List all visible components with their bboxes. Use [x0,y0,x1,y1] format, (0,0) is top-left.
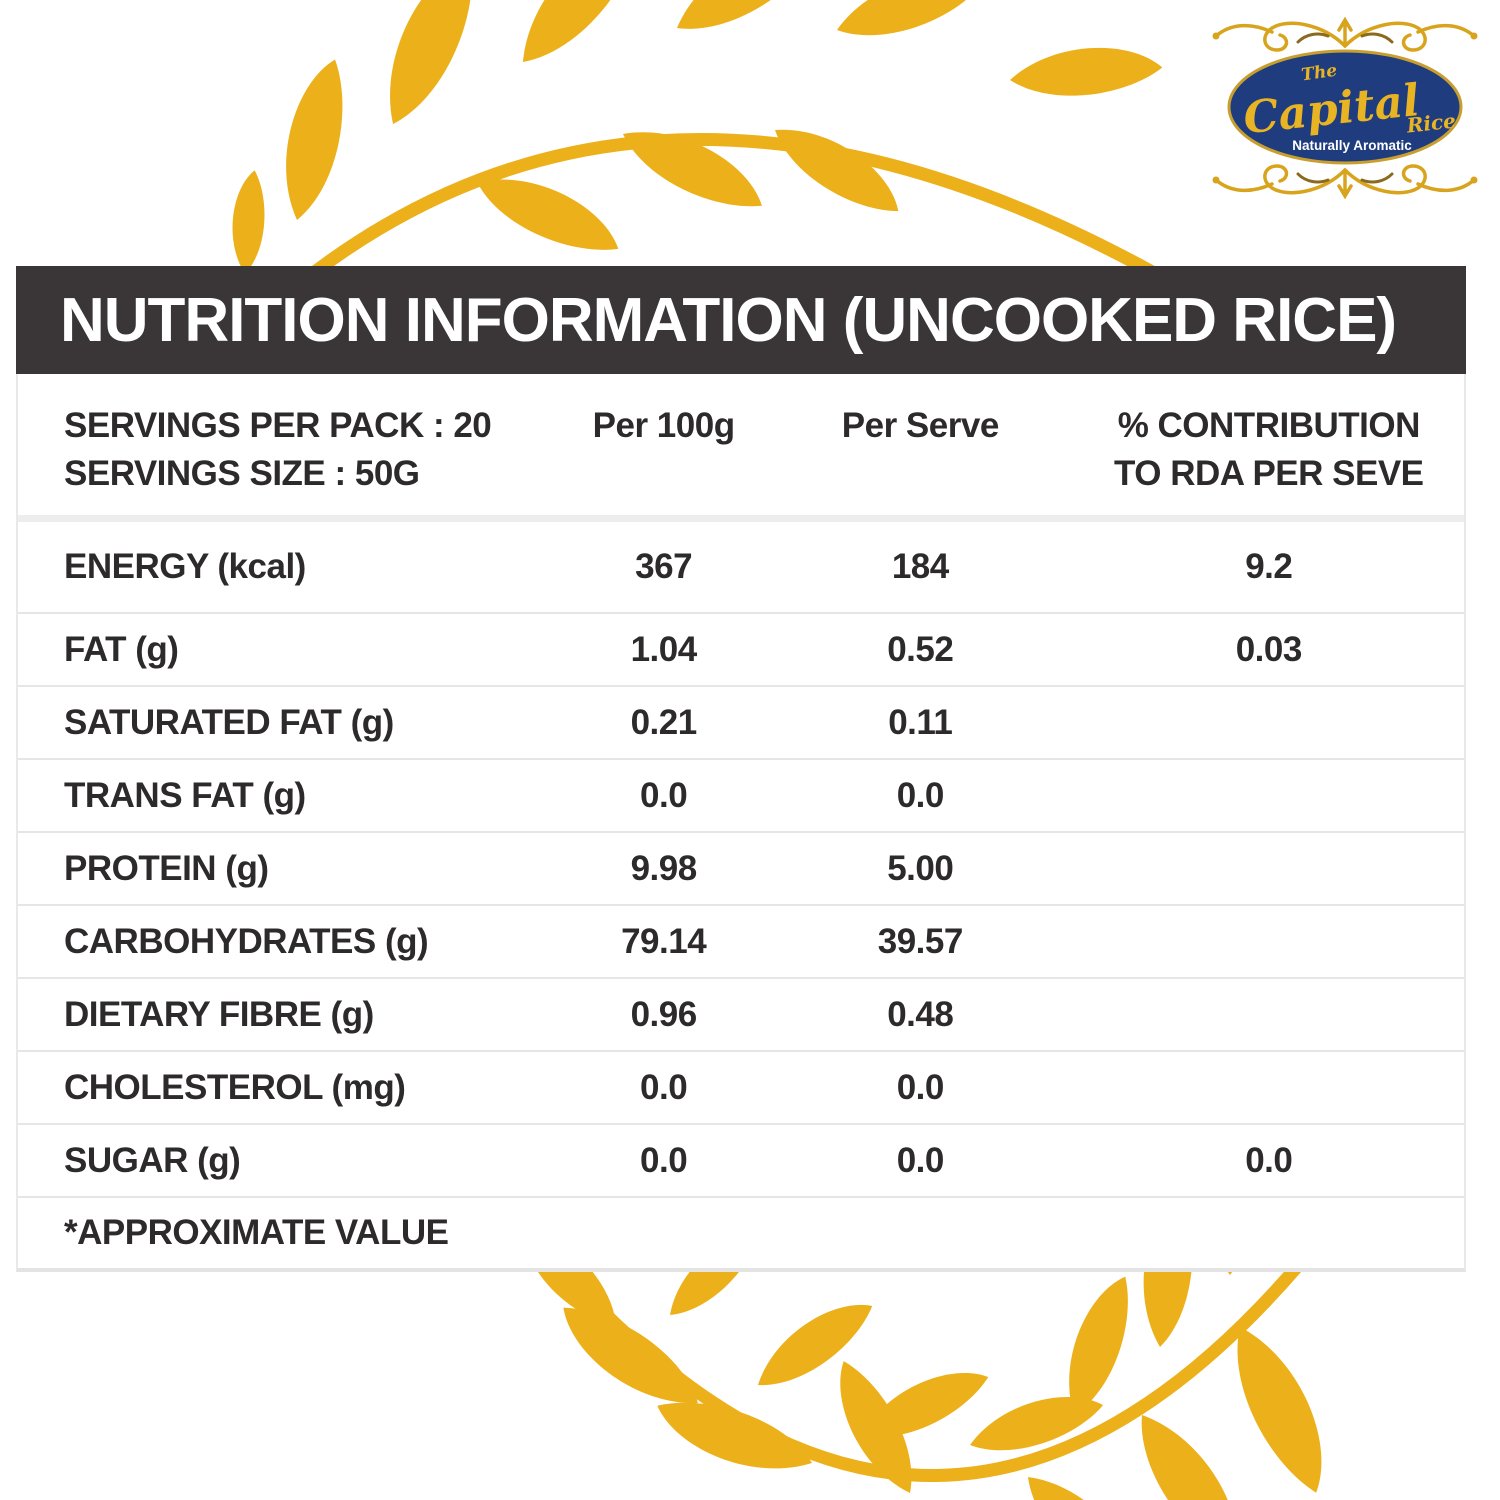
rda-value: 0.0 [1245,1140,1293,1180]
table-row: FAT (g) 1.04 0.52 0.03 [18,612,1464,685]
page-title: NUTRITION INFORMATION (UNCOOKED RICE) [60,285,1397,355]
rda-value: 0.03 [1235,629,1303,669]
servings-info: SERVINGS PER PACK : 20 SERVINGS SIZE : 5… [18,374,560,498]
wheat-branch-top-graphic [213,0,1170,374]
servings-size: SERVINGS SIZE : 50G [64,454,420,493]
nutrition-table: SERVINGS PER PACK : 20 SERVINGS SIZE : 5… [16,374,1466,1272]
per-serve-value: 5.00 [887,848,954,888]
nutrient-label: FAT (g) [64,629,179,669]
column-header-per-serve: Per Serve [841,406,1000,445]
table-row: CHOLESTEROL (mg) 0.0 0.0 [18,1050,1464,1123]
per-serve-value: 0.48 [887,994,954,1034]
per-100g-value: 1.04 [630,629,698,669]
per-100g-value: 0.0 [640,775,688,815]
per-100g-value: 0.0 [640,1140,688,1180]
approximate-value-note: *APPROXIMATE VALUE [64,1213,449,1252]
table-row: PROTEIN (g) 9.98 5.00 [18,831,1464,904]
per-100g-value: 79.14 [621,921,707,961]
logo-flourish-top [1212,16,1478,52]
nutrient-label: ENERGY (kcal) [64,547,306,586]
column-header-rda: % CONTRIBUTION TO RDA PER SEVE [1074,374,1464,498]
footnote-row: *APPROXIMATE VALUE [18,1196,1464,1268]
per-serve-value: 184 [891,547,949,586]
per-100g-value: 0.0 [640,1067,688,1107]
table-row: SUGAR (g) 0.0 0.0 0.0 [18,1123,1464,1196]
rda-value: 9.2 [1245,547,1293,586]
per-100g-value: 367 [635,547,693,586]
nutrient-label: SATURATED FAT (g) [64,702,394,742]
column-header-per-100g: Per 100g [592,406,735,445]
per-serve-value: 0.11 [888,702,953,742]
table-row: TRANS FAT (g) 0.0 0.0 [18,758,1464,831]
per-serve-value: 0.52 [887,629,954,669]
nutrient-label: PROTEIN (g) [64,848,269,888]
logo-oval [1227,49,1463,165]
table-row: CARBOHYDRATES (g) 79.14 39.57 [18,904,1464,977]
servings-per-pack: SERVINGS PER PACK : 20 [64,406,492,445]
per-serve-value: 0.0 [896,1067,945,1107]
nutrient-label: SUGAR (g) [64,1140,241,1180]
logo-word-the: The [1300,61,1338,86]
title-bar: NUTRITION INFORMATION (UNCOOKED RICE) [16,266,1466,374]
per-serve-value: 0.0 [896,775,945,815]
brand-logo: The Capital Rice Naturally Aromatic [1210,16,1480,198]
per-serve-value: 39.57 [877,921,964,961]
rda-header-line2: TO RDA PER SEVE [1114,454,1424,493]
logo-word-rice: Rice [1405,109,1457,138]
rda-header-line1: % CONTRIBUTION [1117,406,1421,445]
nutrient-label: DIETARY FIBRE (g) [64,994,374,1034]
per-100g-value: 0.96 [630,994,698,1034]
table-row: ENERGY (kcal) 367 184 9.2 [18,522,1464,612]
logo-tagline: Naturally Aromatic [1292,138,1412,153]
per-100g-value: 9.98 [630,848,698,888]
nutrient-label: TRANS FAT (g) [64,775,306,815]
table-header-row: SERVINGS PER PACK : 20 SERVINGS SIZE : 5… [18,374,1464,522]
logo-flourish-bottom [1210,164,1480,198]
per-100g-value: 0.21 [630,702,698,742]
nutrient-label: CARBOHYDRATES (g) [64,921,429,961]
table-row: DIETARY FIBRE (g) 0.96 0.48 [18,977,1464,1050]
wheat-branch-bottom-graphic [513,1133,1329,1500]
table-row: SATURATED FAT (g) 0.21 0.11 [18,685,1464,758]
per-serve-value: 0.0 [896,1140,945,1180]
nutrient-label: CHOLESTEROL (mg) [64,1067,406,1107]
